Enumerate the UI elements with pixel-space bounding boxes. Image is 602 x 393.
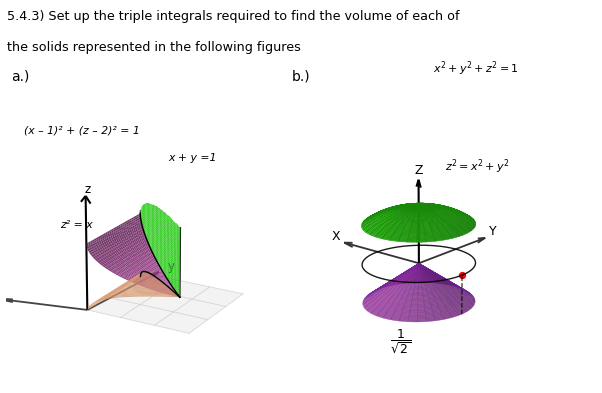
Text: x + y =1: x + y =1 <box>169 153 217 163</box>
Text: $x^2 + y^2 + z^2 = 1$: $x^2 + y^2 + z^2 = 1$ <box>433 59 519 78</box>
Text: 5.4.3) Set up the triple integrals required to find the volume of each of: 5.4.3) Set up the triple integrals requi… <box>7 10 460 23</box>
Text: $\dfrac{1}{\sqrt{2}}$: $\dfrac{1}{\sqrt{2}}$ <box>390 328 411 356</box>
Text: b.): b.) <box>292 70 311 84</box>
Text: a.): a.) <box>11 70 29 84</box>
Text: $z^2 = x^2 + y^2$: $z^2 = x^2 + y^2$ <box>445 158 510 176</box>
Text: (x – 1)² + (z – 2)² = 1: (x – 1)² + (z – 2)² = 1 <box>24 126 140 136</box>
Text: the solids represented in the following figures: the solids represented in the following … <box>7 41 301 54</box>
Text: z² = x: z² = x <box>60 220 93 230</box>
